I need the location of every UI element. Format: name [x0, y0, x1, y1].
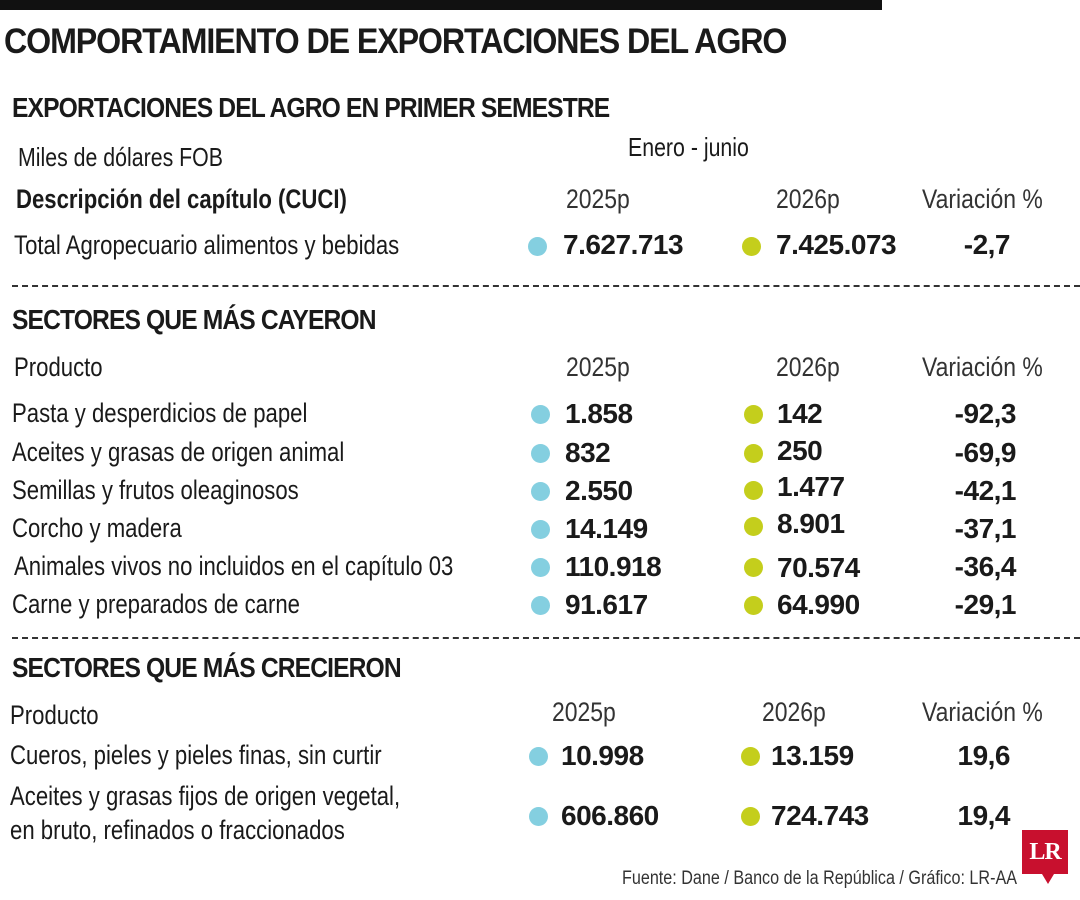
dot-2025-icon — [528, 237, 547, 256]
fell-row-2025: 14.149 — [565, 513, 648, 544]
dot-2026-icon — [741, 807, 760, 826]
dot-2025-icon — [531, 405, 550, 424]
grew-header-2025: 2025p — [552, 697, 616, 727]
grew-row-label-line2: en bruto, refinados o fraccionados — [10, 815, 345, 845]
fell-row-2026: 70.574 — [777, 552, 860, 583]
fell-row-2025: 91.617 — [565, 589, 648, 620]
fell-row-2025: 1.858 — [565, 398, 633, 429]
total-variation: -2,7 — [963, 229, 1011, 260]
section-divider — [12, 285, 1080, 287]
grew-row-label: Cueros, pieles y pieles finas, sin curti… — [10, 740, 382, 770]
fell-row-variation: -42,1 — [954, 475, 1017, 506]
dot-2025-icon — [531, 482, 550, 501]
header-2026: 2026p — [776, 184, 840, 214]
fell-row-label: Aceites y grasas de origen animal — [12, 437, 345, 467]
desc-header: Descripción del capítulo (CUCI) — [16, 184, 347, 214]
dot-2025-icon — [531, 520, 550, 539]
fell-row-2026: 64.990 — [777, 589, 860, 620]
fell-row-2025: 832 — [565, 437, 611, 468]
source-note: Fuente: Dane / Banco de la República / G… — [622, 868, 1017, 889]
grew-header-variation: Variación % — [922, 697, 1043, 727]
dot-2026-icon — [744, 405, 763, 424]
fell-row-2025: 110.918 — [565, 551, 662, 582]
dot-2026-icon — [741, 747, 760, 766]
dot-2025-icon — [531, 596, 550, 615]
grew-product-header: Producto — [10, 700, 99, 730]
dot-2025-icon — [531, 444, 550, 463]
grew-header-2026: 2026p — [762, 697, 826, 727]
total-value-2026: 7.425.073 — [776, 229, 897, 260]
fell-header-2026: 2026p — [776, 352, 840, 382]
fell-row-2026: 250 — [777, 435, 823, 466]
fell-row-variation: -92,3 — [954, 398, 1017, 429]
fell-row-variation: -29,1 — [954, 589, 1017, 620]
fell-row-variation: -69,9 — [954, 437, 1017, 468]
grew-row-variation: 19,6 — [957, 740, 1011, 771]
dot-2026-icon — [742, 237, 761, 256]
top-rule — [0, 0, 882, 10]
total-value-2025: 7.627.713 — [563, 229, 684, 260]
fell-row-2026: 8.901 — [777, 508, 845, 539]
fell-section-title: SECTORES QUE MÁS CAYERON — [12, 304, 376, 335]
fell-row-label: Pasta y desperdicios de papel — [12, 398, 308, 428]
header-variation: Variación % — [922, 184, 1043, 214]
page-title: COMPORTAMIENTO DE EXPORTACIONES DEL AGRO — [4, 22, 787, 61]
dot-2026-icon — [744, 444, 763, 463]
fell-row-label: Semillas y frutos oleaginosos — [12, 475, 299, 505]
grew-row-2026: 724.743 — [771, 800, 869, 831]
grew-row-label-line1: Aceites y grasas fijos de origen vegetal… — [10, 781, 401, 811]
header-2025: 2025p — [566, 184, 630, 214]
total-label: Total Agropecuario alimentos y bebidas — [14, 230, 400, 260]
dot-2026-icon — [744, 481, 763, 500]
grew-row-2025: 606.860 — [561, 800, 659, 831]
dot-2026-icon — [744, 517, 763, 536]
section-divider — [12, 637, 1080, 639]
dot-2026-icon — [744, 558, 763, 577]
fell-row-variation: -37,1 — [954, 513, 1017, 544]
lr-logo-text: LR — [1029, 838, 1061, 865]
unit-label: Miles de dólares FOB — [18, 142, 223, 172]
fell-row-2026: 142 — [777, 398, 823, 429]
dot-2025-icon — [529, 747, 548, 766]
fell-header-2025: 2025p — [566, 352, 630, 382]
period-label: Enero - junio — [628, 132, 749, 162]
fell-row-label: Animales vivos no incluidos en el capítu… — [14, 551, 454, 581]
grew-row-2025: 10.998 — [561, 740, 644, 771]
fell-row-2025: 2.550 — [565, 475, 633, 506]
grew-row-variation: 19,4 — [957, 800, 1011, 831]
grew-section-title: SECTORES QUE MÁS CRECIERON — [12, 652, 402, 683]
fell-row-variation: -36,4 — [954, 551, 1017, 582]
fell-row-label: Carne y preparados de carne — [12, 589, 300, 619]
summary-section-title: EXPORTACIONES DEL AGRO EN PRIMER SEMESTR… — [12, 92, 610, 123]
lr-logo: LR — [1022, 830, 1068, 884]
dot-2025-icon — [529, 807, 548, 826]
dot-2026-icon — [744, 596, 763, 615]
fell-row-label: Corcho y madera — [12, 513, 182, 543]
fell-row-2026: 1.477 — [777, 471, 845, 502]
fell-header-variation: Variación % — [922, 352, 1043, 382]
grew-row-2026: 13.159 — [771, 740, 854, 771]
dot-2025-icon — [531, 558, 550, 577]
fell-product-header: Producto — [14, 352, 103, 382]
